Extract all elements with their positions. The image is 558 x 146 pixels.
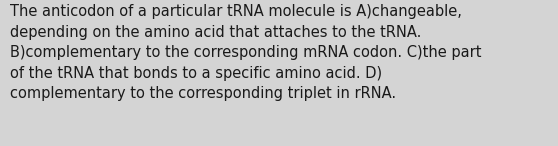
Text: The anticodon of a particular tRNA molecule is A)changeable,
depending on the am: The anticodon of a particular tRNA molec…	[10, 4, 482, 101]
